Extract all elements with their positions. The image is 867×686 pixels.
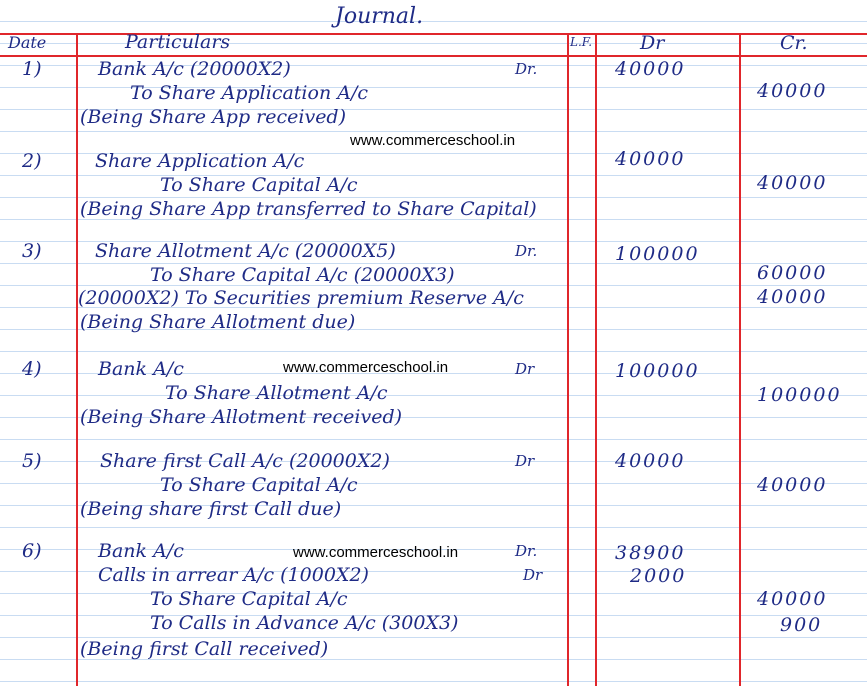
debit-marker: Dr	[515, 452, 535, 470]
entry-number: 2)	[22, 150, 42, 172]
header-date: Date	[8, 33, 47, 52]
particulars-line: To Share Capital A/c	[160, 174, 358, 196]
divider	[76, 33, 78, 686]
particulars-line: Share Allotment A/c (20000X5)	[95, 240, 396, 262]
header-particulars: Particulars	[125, 31, 231, 53]
particulars-line: To Share Capital A/c	[150, 588, 348, 610]
particulars-line: To Share Allotment A/c	[165, 382, 388, 404]
debit-marker: Dr.	[515, 242, 538, 260]
debit-amount: 100000	[615, 243, 700, 265]
entry-number: 5)	[22, 450, 42, 472]
watermark: www.commerceschool.in	[350, 132, 516, 149]
entry-number: 3)	[22, 240, 42, 262]
entry-number: 6)	[22, 540, 42, 562]
credit-amount: 100000	[757, 384, 842, 406]
watermark: www.commerceschool.in	[283, 359, 449, 376]
credit-amount: 40000	[757, 172, 828, 194]
particulars-line: (Being Share App transferred to Share Ca…	[80, 198, 537, 220]
particulars-line: Calls in arrear A/c (1000X2)	[98, 564, 369, 586]
header-dr: Dr	[640, 32, 665, 54]
particulars-line: (Being first Call received)	[80, 638, 329, 660]
entry-number: 1)	[22, 58, 42, 80]
credit-amount: 40000	[757, 286, 828, 308]
particulars-line: Bank A/c (20000X2)	[98, 58, 291, 80]
debit-amount: 100000	[615, 360, 700, 382]
debit-marker: Dr.	[515, 60, 538, 78]
particulars-line: To Calls in Advance A/c (300X3)	[150, 612, 459, 634]
divider	[595, 33, 597, 686]
particulars-line: (Being Share Allotment due)	[80, 311, 356, 333]
particulars-line: To Share Application A/c	[130, 82, 368, 104]
debit-marker: Dr	[523, 566, 543, 584]
particulars-line: Bank A/c	[98, 358, 184, 380]
entry-number: 4)	[22, 358, 42, 380]
debit-marker: Dr	[515, 360, 535, 378]
particulars-line: To Share Capital A/c (20000X3)	[150, 264, 455, 286]
debit-amount: 40000	[615, 450, 686, 472]
particulars-line: (Being Share App received)	[80, 106, 347, 128]
particulars-line: To Share Capital A/c	[160, 474, 358, 496]
debit-marker: Dr.	[515, 542, 538, 560]
particulars-line: (Being share first Call due)	[80, 498, 342, 520]
credit-amount: 40000	[757, 474, 828, 496]
particulars-line: (Being Share Allotment received)	[80, 406, 403, 428]
divider	[739, 33, 741, 686]
particulars-line: Share first Call A/c (20000X2)	[100, 450, 390, 472]
header-lf: L.F.	[570, 35, 593, 49]
debit-amount: 38900	[615, 542, 686, 564]
particulars-line: Share Application A/c	[95, 150, 305, 172]
credit-amount: 60000	[757, 262, 828, 284]
page-title: Journal.	[335, 4, 424, 29]
divider	[567, 33, 569, 686]
particulars-line: (20000X2) To Securities premium Reserve …	[78, 287, 524, 309]
watermark: www.commerceschool.in	[293, 544, 459, 561]
debit-amount: 40000	[615, 58, 686, 80]
credit-amount: 40000	[757, 588, 828, 610]
credit-amount: 40000	[757, 80, 828, 102]
divider	[0, 55, 867, 57]
header-cr: Cr.	[780, 32, 808, 54]
credit-amount: 900	[780, 614, 823, 636]
particulars-line: Bank A/c	[98, 540, 184, 562]
divider	[0, 33, 867, 35]
debit-amount: 40000	[615, 148, 686, 170]
debit-amount: 2000	[630, 565, 687, 587]
